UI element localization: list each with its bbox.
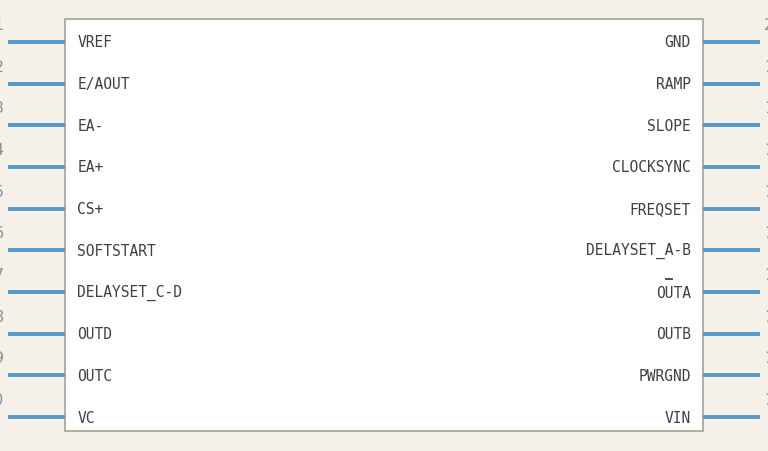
Text: 15: 15 (764, 226, 768, 241)
Text: SOFTSTART: SOFTSTART (78, 244, 156, 258)
Text: 6: 6 (0, 226, 4, 241)
Text: 18: 18 (764, 101, 768, 116)
Text: E/AOUT: E/AOUT (78, 77, 130, 92)
Text: 14: 14 (764, 267, 768, 282)
Text: DELAYSET_C-D: DELAYSET_C-D (78, 284, 182, 300)
Text: 10: 10 (0, 392, 4, 407)
Text: 17: 17 (764, 143, 768, 158)
Text: OUTB: OUTB (656, 327, 690, 341)
Text: 7: 7 (0, 267, 4, 282)
Text: OUTD: OUTD (78, 327, 112, 341)
Text: SLOPE: SLOPE (647, 119, 690, 133)
Text: 4: 4 (0, 143, 4, 158)
Text: GND: GND (664, 35, 690, 51)
Text: 3: 3 (0, 101, 4, 116)
Text: VC: VC (78, 410, 94, 425)
Text: 12: 12 (764, 351, 768, 366)
Text: 16: 16 (764, 184, 768, 199)
Text: 13: 13 (764, 309, 768, 324)
Text: FREQSET: FREQSET (630, 202, 690, 216)
Text: RAMP: RAMP (656, 77, 690, 92)
Text: DELAYSET_A-B: DELAYSET_A-B (586, 243, 690, 259)
Text: 19: 19 (764, 60, 768, 74)
Text: EA-: EA- (78, 119, 104, 133)
Text: CS+: CS+ (78, 202, 104, 216)
Text: 11: 11 (764, 392, 768, 407)
Text: PWRGND: PWRGND (638, 368, 690, 383)
Text: 20: 20 (764, 18, 768, 33)
Text: VIN: VIN (664, 410, 690, 425)
Text: CLOCKSYNC: CLOCKSYNC (612, 160, 690, 175)
Bar (65, 20, 703, 431)
Text: 1: 1 (0, 18, 4, 33)
Text: 9: 9 (0, 351, 4, 366)
Text: OUTC: OUTC (78, 368, 112, 383)
Text: 8: 8 (0, 309, 4, 324)
Text: 2: 2 (0, 60, 4, 74)
Text: VREF: VREF (78, 35, 112, 51)
Text: EA+: EA+ (78, 160, 104, 175)
Text: OUTA: OUTA (656, 285, 690, 300)
Text: 5: 5 (0, 184, 4, 199)
